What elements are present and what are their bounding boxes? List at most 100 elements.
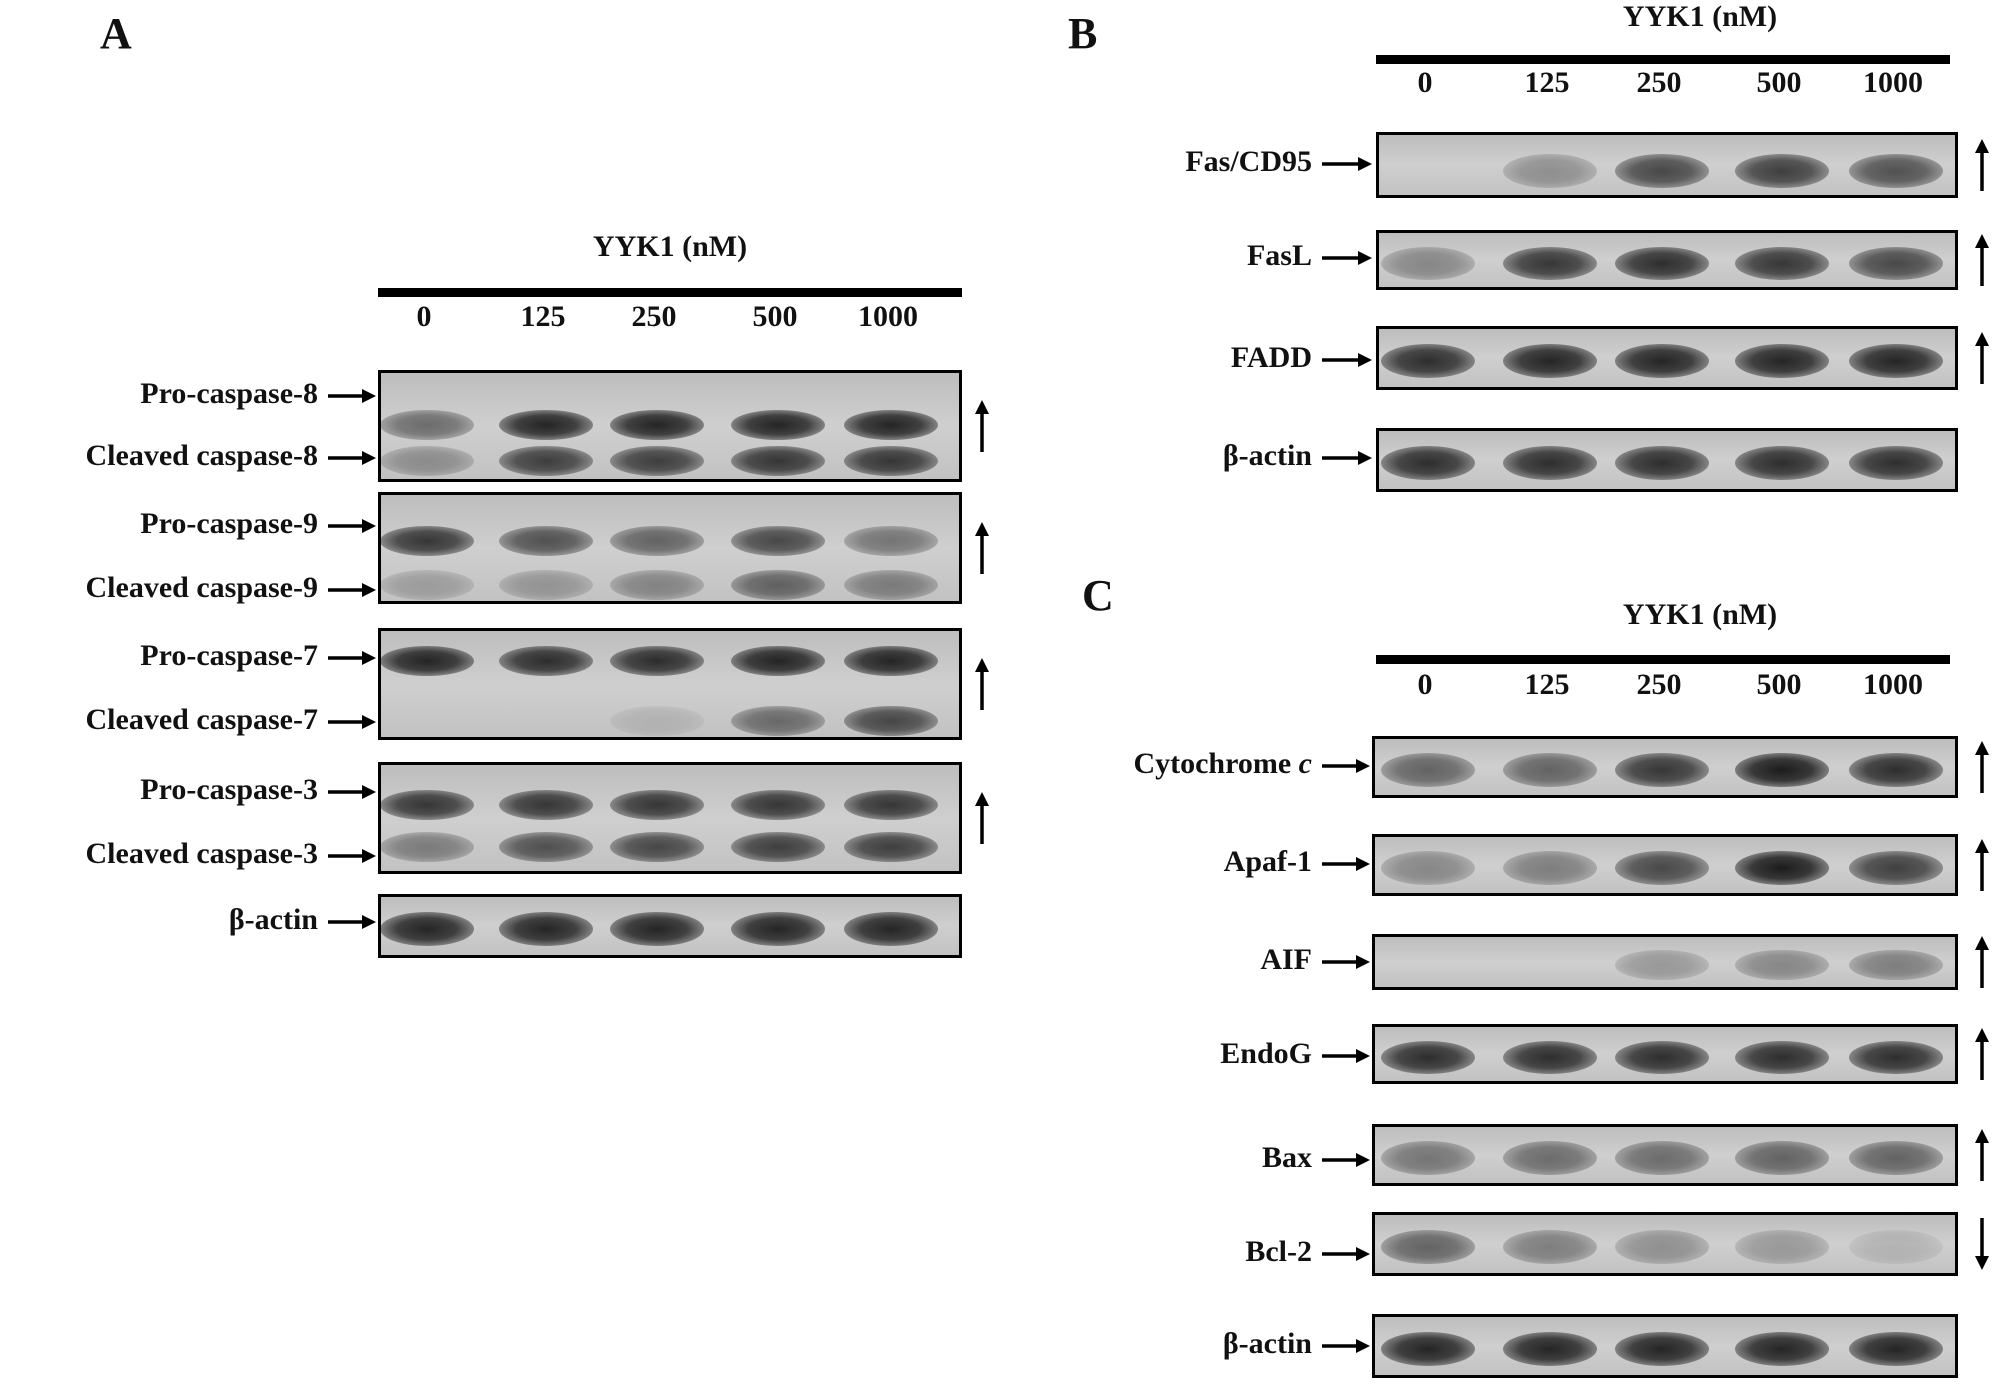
panel-c-band	[1615, 949, 1709, 981]
up-arrow-icon	[1975, 1129, 1989, 1181]
panel-c-pointer-arrow-icon	[1322, 1153, 1370, 1167]
panel-a-band	[610, 446, 704, 476]
panel-b-protein-label: β-actin	[1222, 439, 1312, 472]
panel-a-protein-label: Pro-caspase-8	[140, 377, 318, 410]
panel-a-band	[381, 912, 474, 946]
down-arrow-icon	[1975, 1218, 1989, 1270]
panel-a-band	[731, 646, 825, 676]
panel-b-band	[1849, 446, 1943, 480]
panel-c-treatment-bar	[1376, 655, 1950, 664]
panel-c-protein-label: Apaf-1	[1223, 845, 1312, 878]
panel-b-pointer-arrow-icon	[1322, 251, 1372, 265]
panel-b-protein-label: FasL	[1246, 239, 1312, 272]
panel-a-protein-label: Cleaved caspase-7	[85, 703, 318, 736]
panel-c-band	[1615, 1040, 1709, 1074]
panel-c-band	[1735, 753, 1829, 787]
panel-a-blot	[378, 492, 962, 604]
panel-a-pointer-arrow-icon	[328, 849, 376, 863]
panel-a-pointer-arrow-icon	[328, 451, 376, 465]
panel-b-dose-label: 125	[1524, 66, 1570, 99]
panel-c-band	[1735, 1141, 1829, 1175]
panel-c-band	[1735, 1230, 1829, 1264]
panel-b-pointer-arrow-icon	[1322, 353, 1372, 367]
panel-a-dose-label: 500	[752, 300, 798, 333]
up-arrow-icon	[1975, 741, 1989, 793]
panel-c-protein-label: AIF	[1260, 943, 1312, 976]
up-arrow-icon	[1975, 936, 1989, 988]
panel-a-band	[610, 410, 704, 440]
panel-b-band	[1381, 246, 1475, 280]
panel-c-band	[1849, 1141, 1943, 1175]
panel-a-band	[381, 646, 474, 676]
panel-c-band	[1849, 851, 1943, 885]
panel-b-dose-label: 250	[1636, 66, 1682, 99]
panel-a-band	[610, 706, 704, 736]
panel-a-band	[610, 790, 704, 820]
panel-c-protein-label: Bax	[1261, 1141, 1312, 1174]
panel-b-band	[1735, 344, 1829, 378]
panel-a-band	[731, 446, 825, 476]
panel-a-band	[844, 832, 938, 862]
up-arrow-icon	[1975, 234, 1989, 286]
panel-b-band	[1615, 344, 1709, 378]
panel-b-treatment-bar	[1376, 55, 1950, 64]
panel-a-pointer-arrow-icon	[328, 389, 376, 403]
panel-c-band	[1735, 949, 1829, 981]
panel-b-dose-label: 0	[1417, 66, 1433, 99]
up-arrow-icon	[975, 792, 989, 844]
panel-b-pointer-arrow-icon	[1322, 157, 1372, 171]
panel-a-band	[731, 912, 825, 946]
panel-c-band	[1615, 1141, 1709, 1175]
panel-a-band	[844, 706, 938, 736]
panel-a-band	[731, 410, 825, 440]
panel-c-band	[1381, 851, 1475, 885]
panel-c-band	[1735, 1040, 1829, 1074]
panel-a-blot	[378, 628, 962, 740]
panel-b-band	[1849, 344, 1943, 378]
panel-c-blot	[1372, 1024, 1958, 1084]
panel-a-dose-label: 1000	[858, 300, 918, 333]
panel-b-band	[1735, 246, 1829, 280]
panel-c-band	[1849, 1040, 1943, 1074]
panel-c-dose-label: 500	[1756, 668, 1802, 701]
panel-a-band	[499, 646, 593, 676]
up-arrow-icon	[975, 522, 989, 574]
panel-a-band	[731, 570, 825, 600]
panel-letter-b: B	[1068, 9, 1098, 58]
panel-b-blot	[1376, 230, 1958, 290]
panel-c-dose-label: 1000	[1863, 668, 1923, 701]
up-arrow-icon	[975, 400, 989, 452]
panel-a-band	[499, 410, 593, 440]
panel-b-blot	[1376, 326, 1958, 390]
panel-a-blot	[378, 762, 962, 874]
panel-a-band	[499, 912, 593, 946]
panel-c-blot	[1372, 834, 1958, 896]
panel-c-band	[1503, 1332, 1597, 1366]
panel-b-band	[1381, 446, 1475, 480]
panel-a-band	[381, 570, 474, 600]
panel-c-band	[1849, 753, 1943, 787]
panel-a-protein-label: Cleaved caspase-3	[85, 837, 318, 870]
panel-a-band	[499, 526, 593, 556]
panel-c-band	[1503, 753, 1597, 787]
panel-a-dose-label: 250	[631, 300, 677, 333]
panel-c-blot	[1372, 736, 1958, 798]
panel-c-band	[1849, 1332, 1943, 1366]
panel-a-pointer-arrow-icon	[328, 715, 376, 729]
panel-b-band	[1381, 344, 1475, 378]
panel-c-dose-label: 125	[1524, 668, 1570, 701]
panel-c-pointer-arrow-icon	[1322, 1247, 1370, 1261]
panel-b-protein-label: FADD	[1230, 341, 1312, 374]
panel-c-band	[1381, 753, 1475, 787]
panel-a-band	[844, 646, 938, 676]
panel-c-band	[1381, 1040, 1475, 1074]
panel-c-treatment-title: YYK1 (nM)	[1622, 598, 1778, 631]
panel-c-band	[1503, 1141, 1597, 1175]
panel-c-pointer-arrow-icon	[1322, 1339, 1370, 1353]
panel-a-band	[499, 790, 593, 820]
panel-b-blot	[1376, 428, 1958, 492]
panel-c-band	[1381, 1141, 1475, 1175]
panel-c-protein-label: β-actin	[1222, 1327, 1312, 1360]
panel-a-treatment-title: YYK1 (nM)	[592, 230, 748, 263]
panel-a-protein-label: β-actin	[228, 903, 318, 936]
